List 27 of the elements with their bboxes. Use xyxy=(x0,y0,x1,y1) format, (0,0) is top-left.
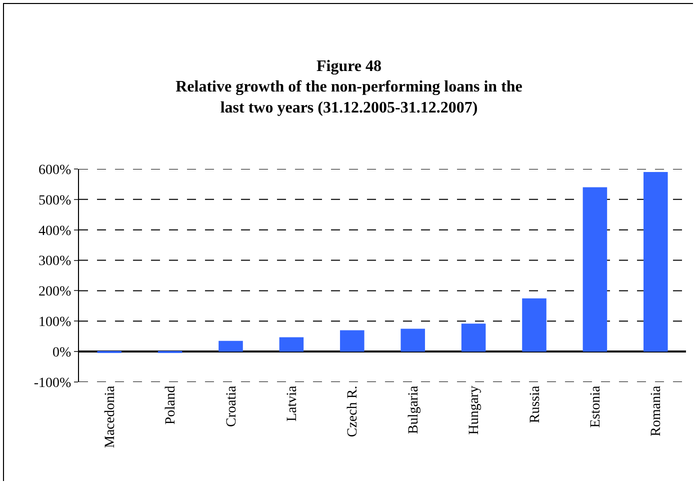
bar xyxy=(582,187,608,352)
y-tick-label: 400% xyxy=(38,224,72,239)
x-tick-label: Romania xyxy=(649,385,664,436)
y-tick-label: 100% xyxy=(38,315,72,330)
x-tick-label: Russia xyxy=(528,385,543,424)
x-tick-label: Hungary xyxy=(467,386,482,435)
x-tick-label: Macedonia xyxy=(102,385,118,448)
y-tick-label: 200% xyxy=(38,284,72,300)
bar xyxy=(279,337,304,352)
x-tick-label: Croatia xyxy=(224,385,240,428)
bar xyxy=(340,330,364,352)
bar xyxy=(644,172,668,352)
y-tick-label: 600% xyxy=(38,162,72,178)
chart-title: Figure 48 Relative growth of the non-performing loans in the last two years (31.12.2005-31.12.2007) xyxy=(176,58,522,117)
y-tick-label: 300% xyxy=(38,254,72,270)
bar xyxy=(218,340,243,352)
bar xyxy=(522,298,546,352)
x-tick-label: Czech R. xyxy=(346,386,361,438)
y-tick-label: 500% xyxy=(38,193,72,208)
x-tick-label: Poland xyxy=(164,386,179,425)
x-tick-label: Estonia xyxy=(588,385,604,428)
bar xyxy=(461,324,486,352)
x-tick-label: Bulgaria xyxy=(406,385,422,434)
y-tick-label: 0% xyxy=(52,345,72,360)
x-tick-label: Latvia xyxy=(285,385,300,422)
y-tick-label: -100% xyxy=(34,376,72,391)
bar xyxy=(400,328,425,352)
